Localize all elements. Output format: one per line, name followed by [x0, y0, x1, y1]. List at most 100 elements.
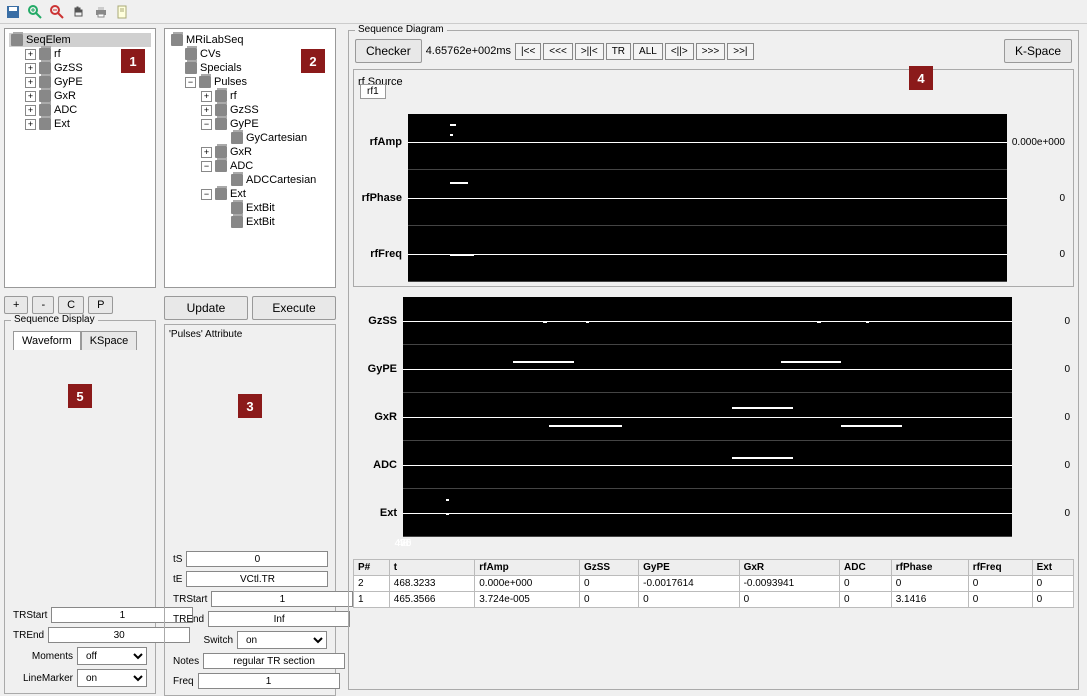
tree-root-seqelem[interactable]: SeqElem [9, 33, 151, 47]
tree-item-pulses[interactable]: −Pulses [169, 75, 331, 89]
track-adc[interactable] [403, 441, 1012, 489]
tree-item-extbit1[interactable]: ExtBit [169, 201, 331, 215]
tab-waveform[interactable]: Waveform [13, 331, 81, 350]
expander-icon[interactable]: + [201, 91, 212, 102]
tree-item-p-rf[interactable]: +rf [169, 89, 331, 103]
expander-icon[interactable]: + [201, 105, 212, 116]
col-rffreq[interactable]: rfFreq [968, 560, 1032, 576]
notes-icon[interactable] [114, 3, 132, 21]
track-rffreq[interactable] [408, 226, 1007, 282]
kspace-button[interactable]: K-Space [1004, 39, 1072, 63]
col-ext[interactable]: Ext [1032, 560, 1073, 576]
tree-item-p-adc[interactable]: −ADC [169, 159, 331, 173]
attr-trend-input[interactable] [208, 611, 350, 627]
col-gzss[interactable]: GzSS [579, 560, 638, 576]
execute-button[interactable]: Execute [252, 296, 336, 320]
update-button[interactable]: Update [164, 296, 248, 320]
trstart-row: TRStart [13, 607, 147, 623]
tree-item-extbit2[interactable]: ExtBit [169, 215, 331, 229]
track-gzss[interactable] [403, 297, 1012, 345]
gradient-plot-canvas[interactable] [403, 297, 1012, 537]
tree-item-gype[interactable]: +GyPE [9, 75, 151, 89]
track-rval-gzss: 0 [1012, 297, 1074, 345]
table-row[interactable]: 2468.32330.000e+0000-0.0017614-0.0093941… [354, 576, 1074, 592]
col-rfamp[interactable]: rfAmp [475, 560, 580, 576]
nav-[interactable]: >>| [727, 43, 753, 60]
tree-item-gxr[interactable]: +GxR [9, 89, 151, 103]
mid-btn-row: Update Execute [160, 292, 340, 324]
tree-item-ext[interactable]: +Ext [9, 117, 151, 131]
expander-icon[interactable]: − [185, 77, 196, 88]
col-t[interactable]: t [389, 560, 474, 576]
ts-input[interactable] [186, 551, 328, 567]
expander-icon[interactable]: − [201, 189, 212, 200]
tree-root-mrilabseq[interactable]: MRiLabSeq [169, 33, 331, 47]
cube-icon [11, 34, 23, 46]
data-table[interactable]: P#trfAmpGzSSGyPEGxRADCrfPhaserfFreqExt 2… [353, 559, 1074, 608]
expander-icon[interactable]: − [201, 119, 212, 130]
linemarker-row: LineMarkeron [13, 669, 147, 687]
notes-input[interactable] [203, 653, 345, 669]
print-icon[interactable] [92, 3, 110, 21]
col-rfphase[interactable]: rfPhase [891, 560, 968, 576]
expander-icon[interactable]: + [25, 105, 36, 116]
attr-trstart-input[interactable] [211, 591, 353, 607]
tree-item-p-gxr[interactable]: +GxR [169, 145, 331, 159]
track-rval-gxr: 0 [1012, 393, 1074, 441]
nav-[interactable]: |<< [515, 43, 541, 60]
track-gxr[interactable] [403, 393, 1012, 441]
expander-icon[interactable]: − [201, 161, 212, 172]
nav-TR[interactable]: TR [606, 43, 631, 60]
tree-item-p-gzss[interactable]: +GzSS [169, 103, 331, 117]
col-p#[interactable]: P# [354, 560, 390, 576]
track-ext[interactable] [403, 489, 1012, 537]
freq-input[interactable] [198, 673, 340, 689]
seqelem-tree[interactable]: SeqElem +rf +GzSS +GyPE +GxR +ADC +Ext 1 [4, 28, 156, 288]
tab-kspace[interactable]: KSpace [81, 331, 138, 350]
tree-item-p-gype[interactable]: −GyPE [169, 117, 331, 131]
ms-text: 4.65762e+002ms [426, 45, 511, 57]
hand-icon[interactable] [70, 3, 88, 21]
expander-icon[interactable]: + [25, 91, 36, 102]
expander-icon[interactable]: + [25, 119, 36, 130]
nav-[interactable]: >>> [696, 43, 726, 60]
expander-icon[interactable]: + [25, 49, 36, 60]
moments-select[interactable]: off [77, 647, 147, 665]
nav-[interactable]: <<< [543, 43, 573, 60]
track-gype[interactable] [403, 345, 1012, 393]
expander-icon[interactable]: + [25, 63, 36, 74]
c-button[interactable]: C [58, 296, 84, 314]
tree-item-gycartesian[interactable]: GyCartesian [169, 131, 331, 145]
col-gxr[interactable]: GxR [739, 560, 839, 576]
mrilabseq-tree[interactable]: MRiLabSeq CVs Specials −Pulses +rf +GzSS… [164, 28, 336, 288]
tree-item-adc[interactable]: +ADC [9, 103, 151, 117]
right-column: Sequence Diagram Checker 4.65762e+002ms … [340, 24, 1087, 696]
nav-ALL[interactable]: ALL [633, 43, 663, 60]
zoom-out-icon[interactable] [48, 3, 66, 21]
col-adc[interactable]: ADC [840, 560, 892, 576]
nav-[interactable]: >||< [575, 43, 604, 60]
p-button[interactable]: P [88, 296, 113, 314]
switch-select[interactable]: on [237, 631, 327, 649]
linemarker-select[interactable]: on [77, 669, 147, 687]
cube-icon [39, 118, 51, 130]
col-gype[interactable]: GyPE [639, 560, 739, 576]
table-row[interactable]: 1465.35663.724e-00500003.141600 [354, 592, 1074, 608]
tree-item-adccartesian[interactable]: ADCCartesian [169, 173, 331, 187]
expander-icon[interactable]: + [201, 147, 212, 158]
nav-[interactable]: <||> [665, 43, 694, 60]
save-icon[interactable] [4, 3, 22, 21]
plus-button[interactable]: + [4, 296, 28, 314]
checker-button[interactable]: Checker [355, 39, 422, 63]
te-input[interactable] [186, 571, 328, 587]
track-rfphase[interactable] [408, 170, 1007, 226]
rf1-tab[interactable]: rf1 [360, 84, 386, 99]
zoom-in-icon[interactable] [26, 3, 44, 21]
expander-icon[interactable]: + [25, 77, 36, 88]
rf-plot-canvas[interactable] [408, 114, 1007, 282]
marker-1: 1 [121, 49, 145, 73]
minus-button[interactable]: - [32, 296, 54, 314]
pulses-attribute-pane: 'Pulses' Attribute 3 tS tE TRStart TREnd… [164, 324, 336, 696]
tree-item-p-ext[interactable]: −Ext [169, 187, 331, 201]
track-rfamp[interactable] [408, 114, 1007, 170]
